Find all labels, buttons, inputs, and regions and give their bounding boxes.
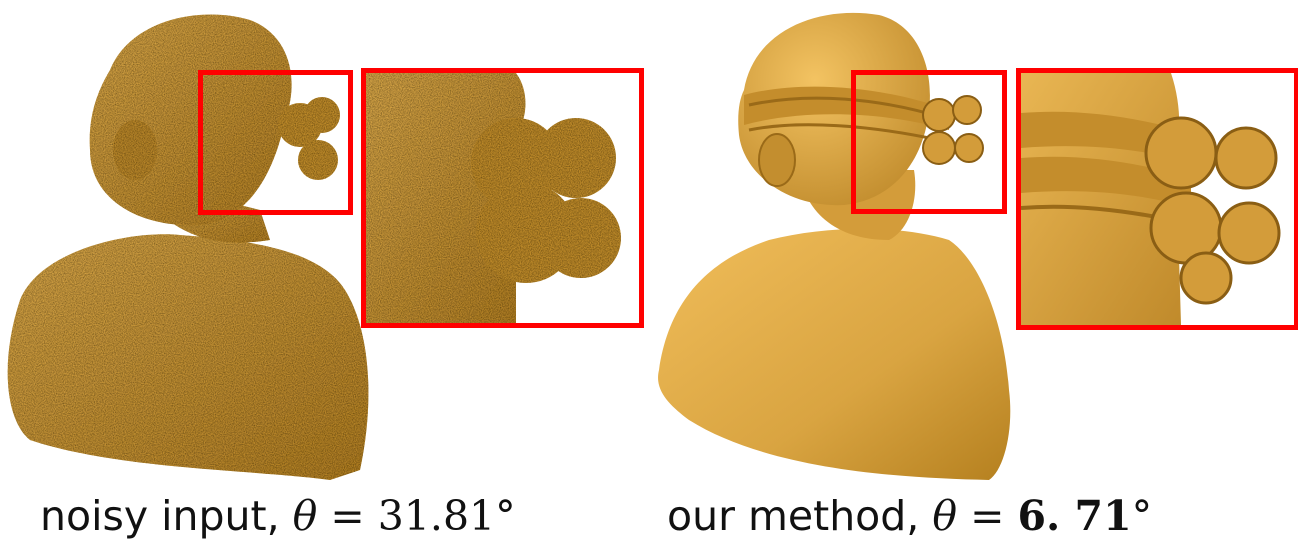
- theta-symbol: θ: [932, 492, 958, 540]
- equals-sign: =: [957, 492, 1018, 540]
- error-value: 31.81: [377, 492, 496, 540]
- shoulders-shape: [7, 234, 369, 480]
- zoomed-detail-frame: [361, 68, 644, 328]
- noisy-input-panel: noisy input, θ = 31.81°: [7, 14, 644, 544]
- zoomed-smooth-detail: [1020, 73, 1294, 325]
- degree-symbol: °: [1131, 492, 1153, 540]
- caption-label: our method,: [667, 492, 933, 540]
- small-highlight-frame: [851, 70, 1007, 214]
- noisy-bust-render: [7, 14, 369, 480]
- error-value: 6. 71: [1017, 492, 1132, 540]
- zoomed-detail-frame: [1016, 68, 1298, 330]
- noisy-input-caption: noisy input, θ = 31.81°: [40, 488, 516, 544]
- zoomed-noisy-detail: [366, 73, 639, 323]
- shoulders-shape: [658, 228, 1011, 480]
- small-highlight-frame: [198, 70, 353, 215]
- theta-symbol: θ: [292, 492, 318, 540]
- our-method-caption: our method, θ = 6. 71°: [667, 488, 1152, 544]
- smooth-bust-render: [658, 12, 1011, 480]
- equals-sign: =: [317, 492, 378, 540]
- caption-label: noisy input,: [40, 492, 293, 540]
- degree-symbol: °: [495, 492, 516, 540]
- our-method-panel: our method, θ = 6. 71°: [649, 0, 1298, 545]
